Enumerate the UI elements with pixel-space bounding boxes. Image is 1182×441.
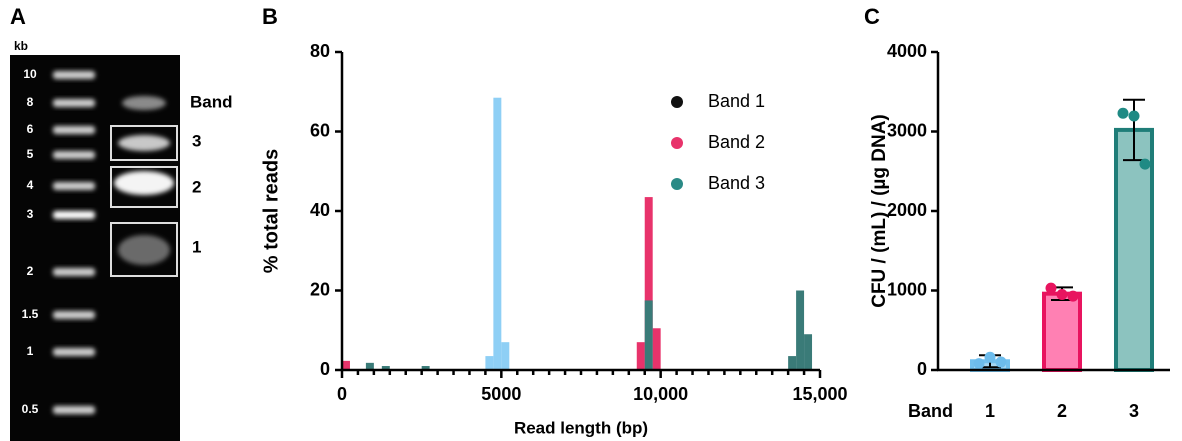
data-point: [974, 358, 985, 369]
histogram-bar: [796, 291, 804, 371]
y-axis-label: CFU / (mL) / (µg DNA): [869, 114, 890, 308]
histogram-bar: [501, 342, 509, 370]
histogram-bar: [493, 98, 501, 370]
y-tick-label: 2000: [887, 200, 927, 220]
x-axis-label: Band: [908, 401, 953, 421]
legend-marker: [671, 137, 683, 149]
ladder-label: 6: [27, 122, 34, 136]
ladder-label: 5: [27, 147, 34, 161]
data-point: [1118, 108, 1129, 119]
data-point: [1129, 110, 1140, 121]
data-point: [985, 352, 996, 363]
legend-label: Band 3: [708, 173, 765, 193]
data-point: [1068, 291, 1079, 302]
x-tick-label: 5000: [481, 384, 521, 404]
sample-band: [118, 235, 170, 265]
y-tick-label: 20: [310, 279, 330, 299]
gel-image: kb Band 10 8 6 5 4 3 2 1.5 1 0.5 3 2 1: [10, 39, 233, 441]
sample-band: [114, 171, 174, 195]
figure: A B C kb Band 108654321.510.5321 0204060…: [0, 0, 1182, 441]
band-label: 2: [192, 177, 201, 196]
ladder-label: 3: [27, 207, 34, 221]
y-tick-label: 80: [310, 41, 330, 61]
ladder-band: [53, 211, 95, 219]
y-tick-label: 1000: [887, 279, 927, 299]
panel-label: B: [262, 4, 278, 29]
ladder-band: [53, 151, 95, 159]
ladder-label: 8: [27, 95, 34, 109]
legend-marker: [671, 96, 683, 108]
ladder-label: 10: [23, 67, 37, 81]
x-tick-label: 1: [985, 401, 995, 421]
x-tick-label: 3: [1129, 401, 1139, 421]
data-point: [996, 357, 1007, 368]
sample-band: [118, 135, 170, 151]
histogram-bar: [653, 328, 661, 370]
band-label: 3: [192, 131, 201, 150]
y-tick-label: 40: [310, 200, 330, 220]
legend-marker: [671, 178, 683, 190]
y-tick-label: 3000: [887, 120, 927, 140]
legend-label: Band 1: [708, 91, 765, 111]
histogram-bar: [804, 334, 812, 370]
y-axis-label: % total reads: [260, 149, 282, 273]
legend-label: Band 2: [708, 132, 765, 152]
gel-unit: kb: [14, 39, 28, 53]
x-tick-label: 15,000: [792, 384, 847, 404]
ladder-label: 1: [27, 344, 34, 358]
data-point: [1057, 289, 1068, 300]
data-point: [1046, 283, 1057, 294]
x-axis-label: Read length (bp): [514, 418, 648, 437]
ladder-band: [53, 126, 95, 134]
ladder-band: [53, 311, 95, 319]
panel-label: A: [10, 4, 26, 29]
panel-label: C: [864, 4, 880, 29]
ladder-band: [53, 406, 95, 414]
x-tick-label: 10,000: [633, 384, 688, 404]
band-label: 1: [192, 237, 201, 256]
y-tick-label: 0: [917, 359, 927, 379]
ladder-band: [53, 182, 95, 190]
ladder-band: [53, 99, 95, 107]
x-tick-label: 0: [337, 384, 347, 404]
ladder-label: 2: [27, 264, 34, 278]
histogram-bar: [637, 342, 645, 370]
ladder-label: 4: [27, 178, 34, 192]
data-point: [1140, 159, 1151, 170]
bar: [1044, 294, 1080, 370]
ladder-band: [53, 348, 95, 356]
histogram-bar: [645, 300, 653, 370]
ladder-label: 0.5: [22, 402, 39, 416]
y-tick-label: 4000: [887, 41, 927, 61]
x-tick-label: 2: [1057, 401, 1067, 421]
histogram-bar: [788, 356, 796, 370]
y-tick-label: 0: [320, 359, 330, 379]
ladder-label: 1.5: [22, 307, 39, 321]
histogram-bar: [485, 356, 493, 370]
ladder-band: [53, 268, 95, 276]
band-title: Band: [190, 92, 233, 111]
ladder-band: [53, 71, 95, 79]
y-tick-label: 60: [310, 120, 330, 140]
sample-band: [122, 96, 166, 110]
